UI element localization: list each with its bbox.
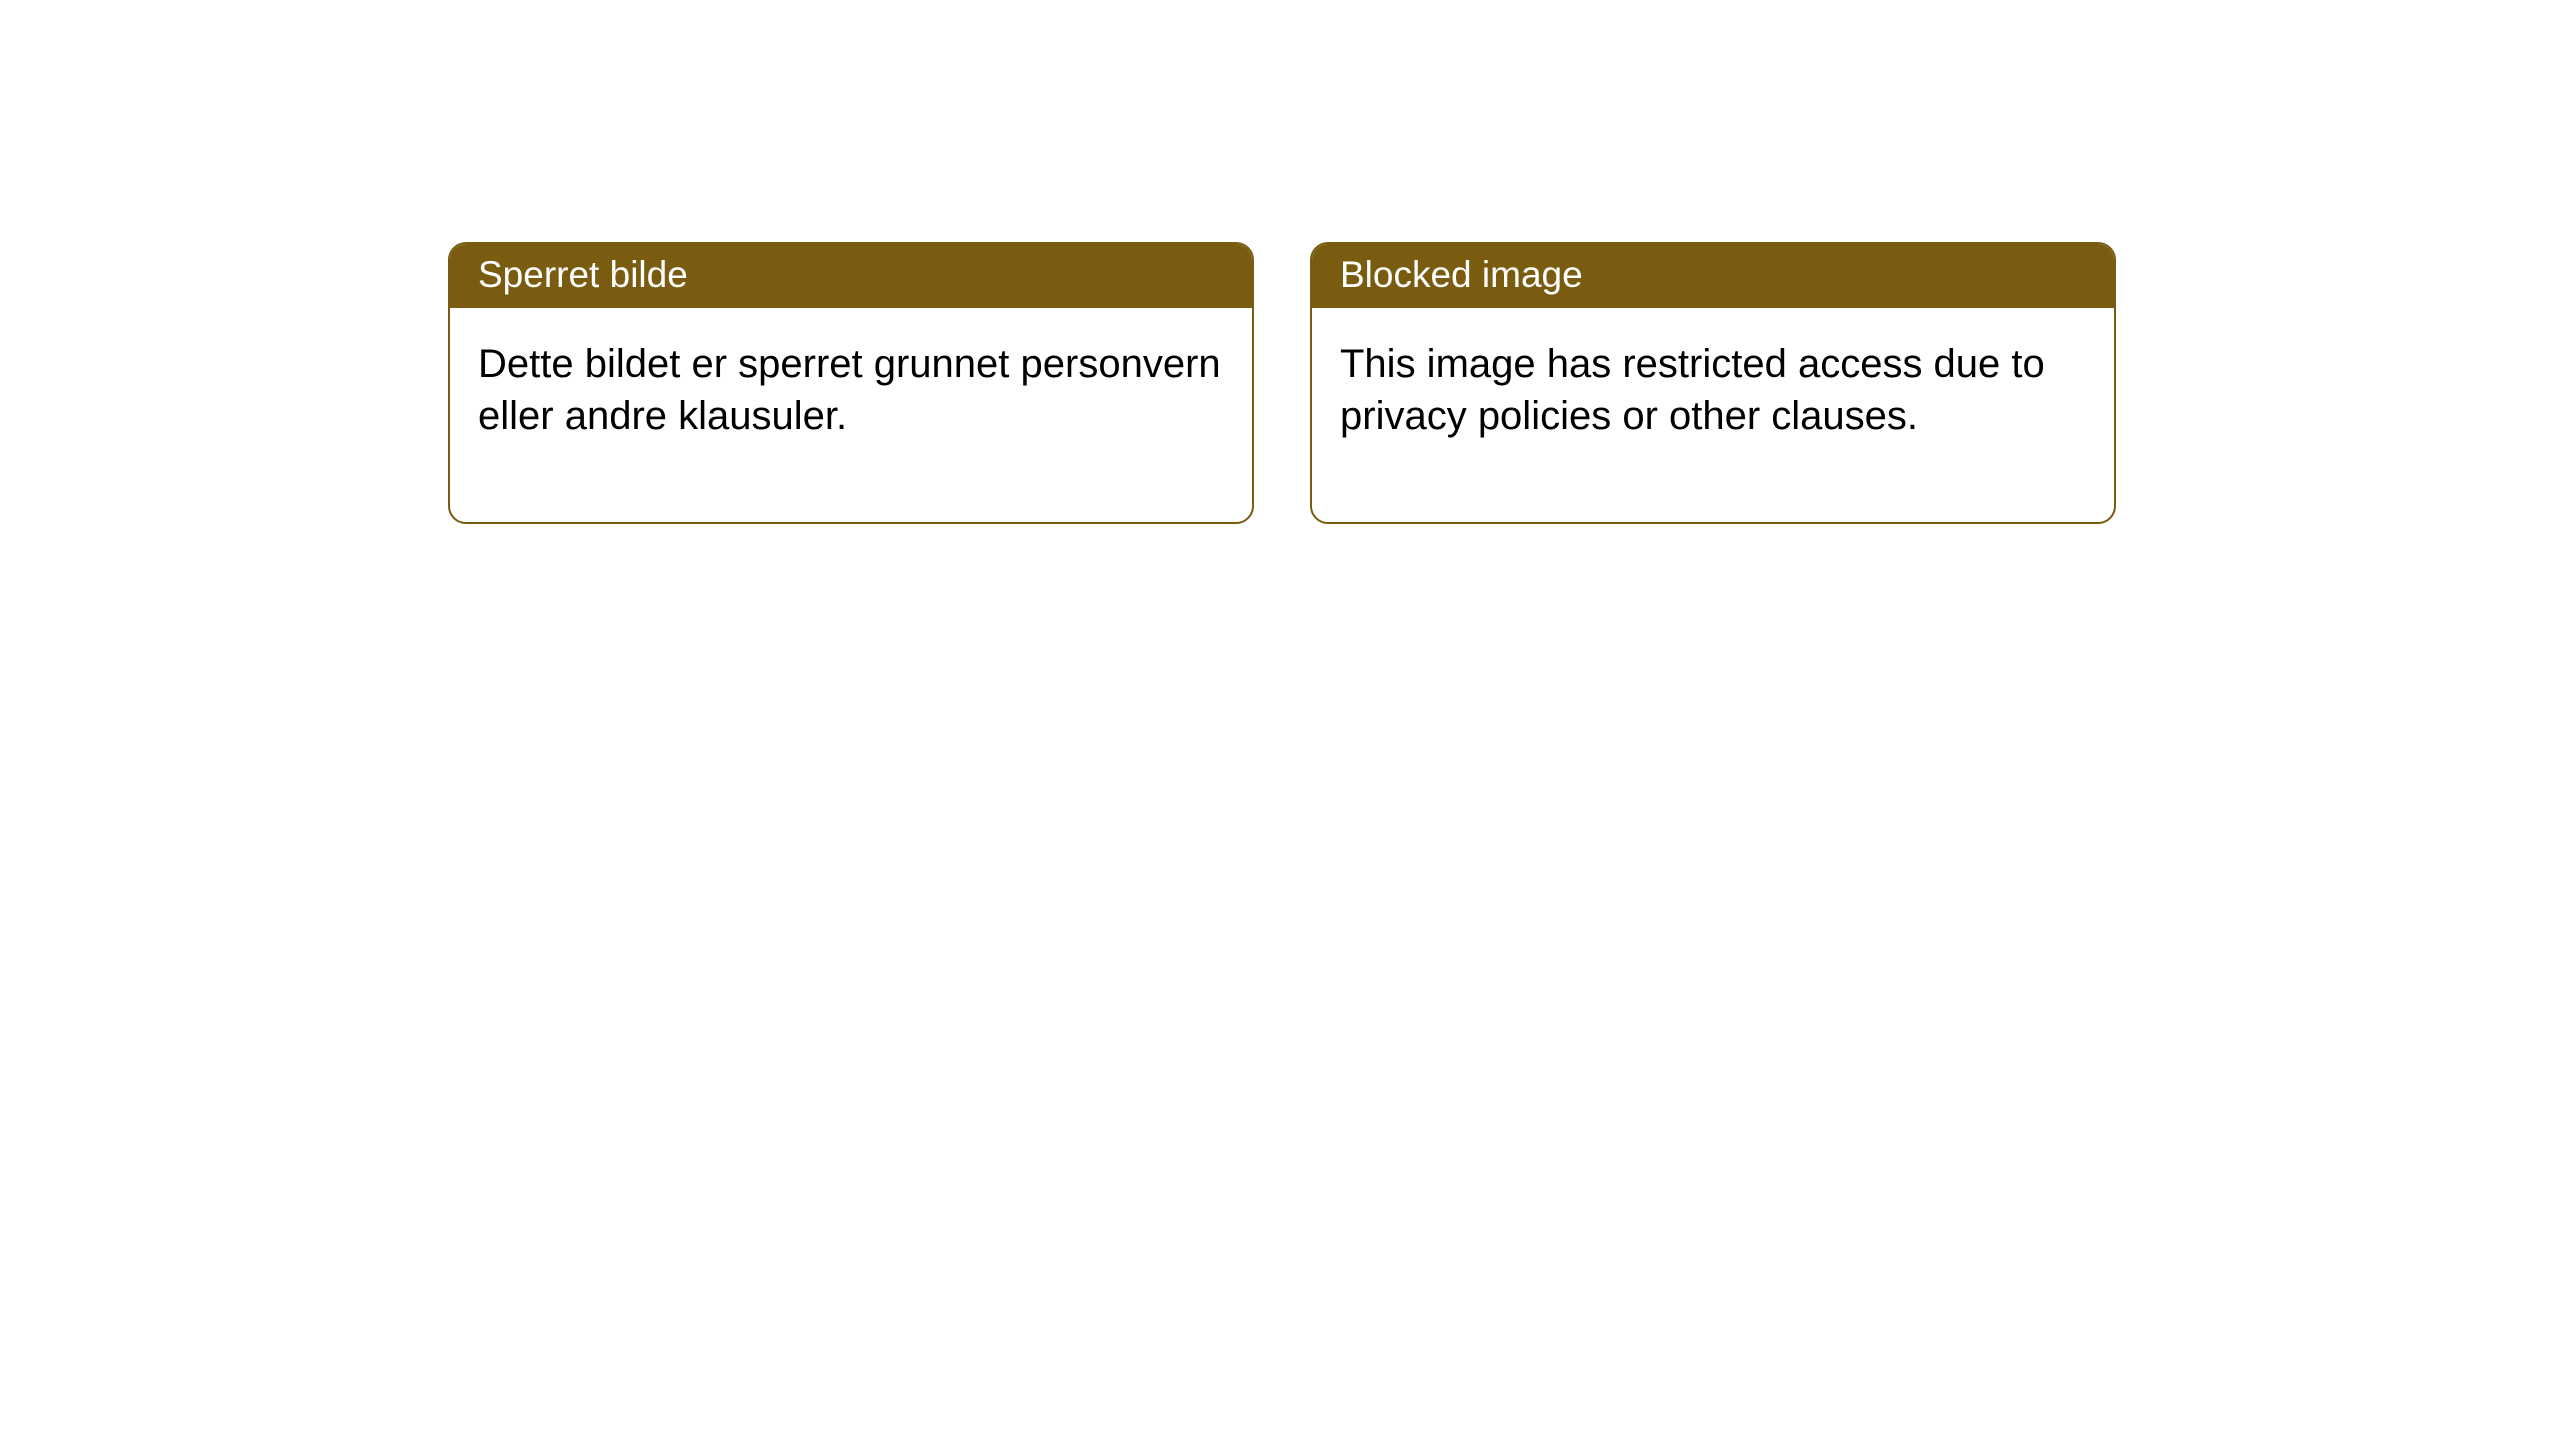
notice-body: This image has restricted access due to … xyxy=(1312,308,2114,522)
notice-body: Dette bildet er sperret grunnet personve… xyxy=(450,308,1252,522)
notice-card-english: Blocked image This image has restricted … xyxy=(1310,242,2116,524)
notice-card-norwegian: Sperret bilde Dette bildet er sperret gr… xyxy=(448,242,1254,524)
notice-title: Blocked image xyxy=(1312,244,2114,308)
notice-title: Sperret bilde xyxy=(450,244,1252,308)
notice-cards-container: Sperret bilde Dette bildet er sperret gr… xyxy=(448,242,2116,524)
